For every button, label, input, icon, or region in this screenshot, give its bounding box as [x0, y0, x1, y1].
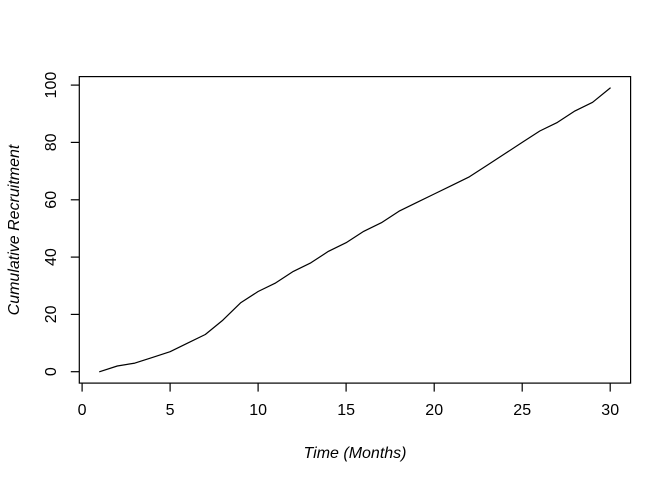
x-tick-label: 30	[601, 402, 619, 419]
y-tick-label: 80	[43, 133, 60, 151]
recruitment-line	[99, 87, 611, 373]
y-tick-label: 60	[43, 191, 60, 209]
x-tick-label: 5	[166, 402, 175, 419]
y-tick-label: 0	[43, 367, 60, 376]
plot-box	[78, 75, 632, 384]
x-tick-label: 10	[249, 402, 267, 419]
x-tick-label: 15	[337, 402, 355, 419]
x-axis-title: Time (Months)	[304, 445, 407, 462]
y-tick-label: 20	[43, 305, 60, 323]
x-tick-label: 0	[78, 402, 87, 419]
y-axis: 0 20 40 60 80 100	[43, 72, 80, 376]
x-axis: 0 5 10 15 20 25 30	[78, 383, 619, 419]
y-axis-title: Cumulative Recruitment	[6, 144, 23, 315]
x-tick-label: 25	[513, 402, 531, 419]
y-tick-label: 100	[43, 72, 60, 99]
x-tick-label: 20	[425, 402, 443, 419]
y-tick-label: 40	[43, 248, 60, 266]
